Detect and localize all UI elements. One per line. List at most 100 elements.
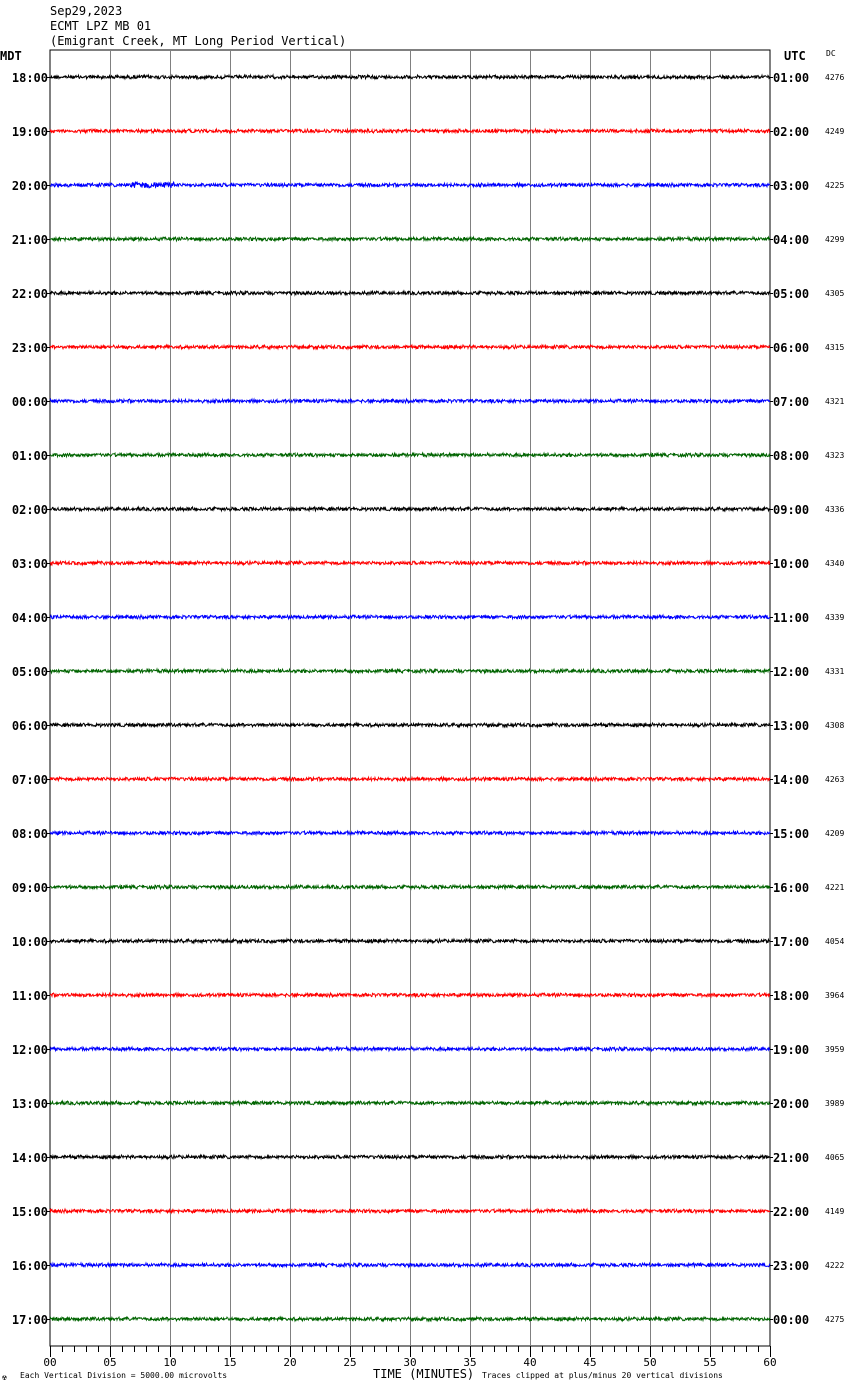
utc-hour-label: 17:00 [773,935,809,949]
dc-offset-value: 4308 [825,721,844,730]
trace-line [49,667,771,675]
mdt-hour-label: 14:00 [12,1151,48,1165]
dc-offset-value: 4221 [825,883,844,892]
trace-line [49,1315,771,1323]
dc-offset-value: 4305 [825,289,844,298]
mdt-hour-label: 15:00 [12,1205,48,1219]
footer-left-mark: ☢ [2,1373,7,1382]
dc-offset-value: 4331 [825,667,844,676]
x-tick-label: 60 [763,1356,776,1369]
utc-hour-label: 04:00 [773,233,809,247]
mdt-hour-label: 07:00 [12,773,48,787]
utc-hour-label: 06:00 [773,341,809,355]
x-tick-label: 05 [103,1356,116,1369]
trace-line [49,127,771,135]
mdt-hour-label: 02:00 [12,503,48,517]
right-timezone-label: UTC [784,49,806,63]
trace-line [49,1099,771,1107]
trace-line [49,559,771,567]
utc-hour-label: 09:00 [773,503,809,517]
mdt-hour-label: 06:00 [12,719,48,733]
dc-offset-value: 4340 [825,559,844,568]
x-tick-label: 25 [343,1356,356,1369]
trace-line [49,883,771,891]
utc-hour-label: 11:00 [773,611,809,625]
mdt-hour-label: 08:00 [12,827,48,841]
mdt-hour-label: 23:00 [12,341,48,355]
utc-hour-label: 23:00 [773,1259,809,1273]
dc-offset-value: 3989 [825,1099,844,1108]
utc-hour-label: 21:00 [773,1151,809,1165]
mdt-hour-label: 22:00 [12,287,48,301]
x-tick-label: 45 [583,1356,596,1369]
utc-hour-label: 19:00 [773,1043,809,1057]
x-tick-label: 00 [43,1356,56,1369]
mdt-hour-label: 12:00 [12,1043,48,1057]
dc-offset-value: 4336 [825,505,844,514]
dc-offset-value: 4054 [825,937,844,946]
trace-line [49,991,771,999]
utc-hour-label: 08:00 [773,449,809,463]
mdt-hour-label: 00:00 [12,395,48,409]
dc-offset-value: 4263 [825,775,844,784]
dc-offset-value: 4209 [825,829,844,838]
mdt-hour-label: 18:00 [12,71,48,85]
trace-line [49,1261,771,1269]
utc-hour-label: 18:00 [773,989,809,1003]
mdt-hour-label: 11:00 [12,989,48,1003]
utc-hour-label: 07:00 [773,395,809,409]
dc-offset-value: 4149 [825,1207,844,1216]
utc-hour-label: 05:00 [773,287,809,301]
footer-division-note: Each Vertical Division = 5000.00 microvo… [20,1371,228,1380]
mdt-hour-label: 17:00 [12,1313,48,1327]
trace-line [49,1207,771,1215]
trace-line [49,180,771,189]
utc-hour-label: 00:00 [773,1313,809,1327]
mdt-hour-label: 19:00 [12,125,48,139]
mdt-hour-label: 01:00 [12,449,48,463]
utc-hour-label: 13:00 [773,719,809,733]
dc-offset-value: 4225 [825,181,844,190]
mdt-hour-label: 20:00 [12,179,48,193]
x-tick-label: 20 [283,1356,296,1369]
utc-hour-label: 15:00 [773,827,809,841]
x-tick-label: 30 [403,1356,416,1369]
dc-offset-value: 4323 [825,451,844,460]
x-tick-label: 10 [163,1356,176,1369]
utc-hour-label: 03:00 [773,179,809,193]
header-date: Sep29,2023 [50,4,123,18]
x-axis-title: TIME (MINUTES) [373,1367,475,1381]
utc-hour-label: 14:00 [773,773,809,787]
header-location: (Emigrant Creek, MT Long Period Vertical… [50,34,347,48]
utc-hour-label: 20:00 [773,1097,809,1111]
mdt-hour-label: 04:00 [12,611,48,625]
mdt-hour-label: 09:00 [12,881,48,895]
dc-offset-value: 4222 [825,1261,844,1270]
utc-hour-label: 10:00 [773,557,809,571]
trace-line [49,235,771,243]
trace-line [49,343,771,351]
mdt-hour-label: 13:00 [12,1097,48,1111]
x-tick-label: 40 [523,1356,536,1369]
dc-offset-value: 4249 [825,127,844,136]
trace-line [49,613,771,621]
utc-hour-label: 16:00 [773,881,809,895]
trace-line [49,397,771,405]
dc-offset-value: 4275 [825,1315,844,1324]
utc-hour-label: 12:00 [773,665,809,679]
dc-offset-value: 4339 [825,613,844,622]
utc-hour-label: 01:00 [773,71,809,85]
trace-line [49,1045,771,1053]
x-tick-label: 55 [703,1356,716,1369]
mdt-hour-label: 10:00 [12,935,48,949]
trace-line [49,451,771,459]
mdt-hour-label: 21:00 [12,233,48,247]
trace-line [49,73,771,81]
footer-clip-note: Traces clipped at plus/minus 20 vertical… [482,1371,723,1380]
dc-offset-value: 4276 [825,73,844,82]
mdt-hour-label: 05:00 [12,665,48,679]
utc-hour-label: 02:00 [773,125,809,139]
dc-offset-value: 4321 [825,397,844,406]
trace-line [49,1153,771,1161]
